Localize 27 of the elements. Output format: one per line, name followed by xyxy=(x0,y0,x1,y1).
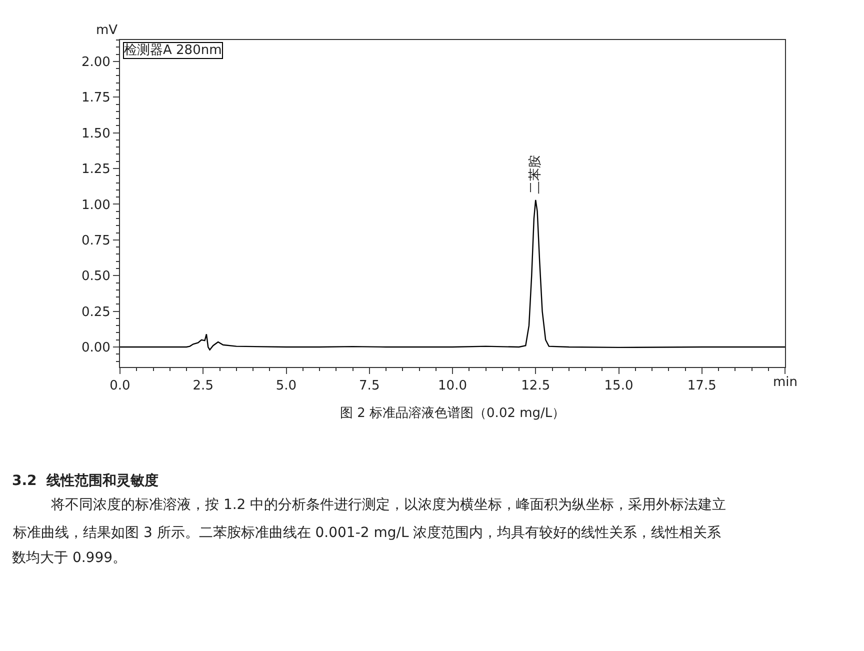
annotation: 检测器A 280nm xyxy=(124,43,222,58)
x-tick-label: 0.0 xyxy=(110,378,130,394)
caption: 图 2 标准品溶液色谱图（0.02 mg/L） xyxy=(340,405,566,421)
line-series xyxy=(120,199,785,350)
text: 数均大于 0.999。 xyxy=(12,550,127,566)
y-tick-label: 0.75 xyxy=(81,233,110,248)
y-tick-label: 1.00 xyxy=(81,198,110,213)
y-tick-label: 1.50 xyxy=(81,126,110,142)
y-tick-label: 1.25 xyxy=(81,162,110,178)
y-tick-label: 0.50 xyxy=(81,269,110,284)
x-tick-label: 5.0 xyxy=(276,378,297,394)
text: 标准曲线，结果如图 3 所示。二苯胺标准曲线在 0.001-2 mg/L 浓度范围内，均具有较好的线性关系，线性相关系 xyxy=(12,525,722,541)
x-tick-label: 12.5 xyxy=(521,378,550,394)
y-tick-label: 2.00 xyxy=(81,54,110,70)
y-axis-title: mV xyxy=(96,23,118,38)
x-tick-label: 17.5 xyxy=(687,378,716,394)
x-tick-label: 15.0 xyxy=(604,378,634,394)
y-tick-label: 0.00 xyxy=(81,340,110,356)
annotation: 二苯胺 xyxy=(528,155,544,194)
text: 将不同浓度的标准溶液，按 1.2 中的分析条件进行测定，以浓度为横坐标，峰面积为纵坐标，采用外标法建立 xyxy=(50,497,726,513)
text: 3.2 线性范围和灵敏度 xyxy=(12,472,159,489)
x-tick-label: 7.5 xyxy=(359,378,380,394)
y-tick-label: 1.75 xyxy=(81,90,110,106)
y-tick-label: 0.25 xyxy=(81,304,110,320)
x-tick-label: 10.0 xyxy=(438,378,467,394)
x-tick-label: 2.5 xyxy=(192,378,214,394)
x-axis-title: min xyxy=(773,375,798,390)
